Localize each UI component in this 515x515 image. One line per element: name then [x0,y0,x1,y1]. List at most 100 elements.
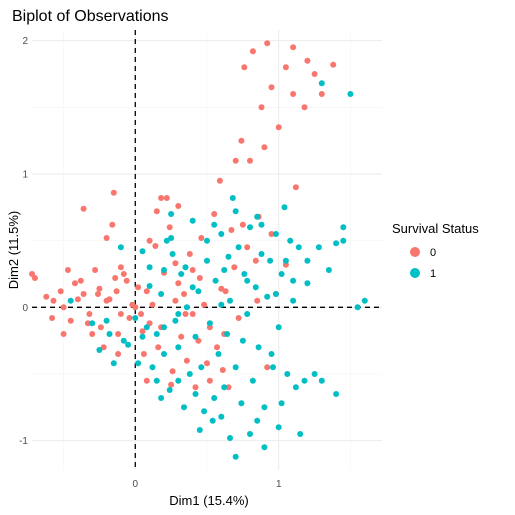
data-point [214,344,220,351]
legend: Survival Status 0 1 [392,221,479,280]
data-point [117,264,124,271]
data-point [231,264,238,271]
data-point [318,80,325,87]
y-tick-label: 2 [22,36,28,47]
data-point [218,231,225,237]
data-point [204,237,210,244]
data-point [96,347,103,353]
data-point [49,315,56,321]
data-point [258,104,265,111]
data-point [175,311,182,317]
data-point [146,283,153,289]
data-point [138,311,144,317]
data-point [175,280,182,287]
data-point [97,324,104,331]
data-point [64,267,71,273]
data-point [139,333,146,340]
data-point [50,297,57,304]
y-tick-label: 0 [22,303,28,314]
data-point [103,317,110,324]
data-point [221,384,228,391]
data-point [227,435,233,441]
data-point [117,311,124,317]
data-point [225,384,232,391]
legend-label-0: 0 [430,247,436,259]
data-point [132,304,139,311]
data-point [290,91,297,97]
data-point [57,288,64,295]
data-point [189,217,196,224]
data-point [198,235,205,241]
data-point [247,431,253,437]
data-point [241,64,248,71]
data-point [189,267,196,273]
data-point [175,344,182,351]
data-point [135,284,142,291]
data-point [125,341,132,348]
data-point [333,240,340,247]
data-point [206,320,213,327]
data-point [268,231,275,237]
data-point [172,297,179,304]
data-point [196,427,203,433]
data-point [182,311,189,317]
data-point [290,277,297,284]
data-point [244,311,251,317]
data-point [292,184,299,191]
data-point [77,277,84,284]
data-point [290,297,297,304]
data-point [110,360,117,367]
data-point [132,315,139,321]
data-point [140,351,147,357]
data-point [361,297,368,304]
data-point [258,221,265,228]
data-point [143,377,150,384]
data-point [304,257,311,264]
data-point [218,301,225,308]
data-point [67,297,74,304]
data-point [249,48,256,55]
data-point [267,257,274,264]
data-point [330,61,337,68]
data-point [96,285,103,292]
data-point [172,260,179,267]
data-point [106,296,113,303]
data-point [275,424,282,431]
data-point [168,211,175,217]
data-point [169,368,176,375]
data-point [311,71,318,77]
data-point [304,280,311,287]
data-point [60,304,67,311]
data-point [247,157,253,164]
data-point [60,331,67,337]
data-point [178,271,185,277]
data-point [278,400,285,407]
data-point [166,224,173,231]
data-point [195,288,202,295]
data-point [301,377,308,384]
data-point [254,417,261,424]
data-point [153,377,160,384]
data-point [120,337,127,344]
data-point [244,244,251,251]
y-tick-label: -1 [19,436,28,447]
data-point [120,271,127,277]
data-point [172,317,179,324]
data-point [270,364,276,371]
data-point [201,408,208,415]
data-point [252,284,259,291]
data-point [143,324,150,331]
data-point [211,221,218,228]
data-point [275,324,282,331]
x-tick-label: 0 [132,479,138,490]
data-point [189,284,196,291]
data-point [264,40,271,47]
data-point [264,364,271,371]
data-point [311,371,318,377]
y-tick-label: 1 [22,170,28,181]
data-point [135,360,142,367]
data-point [163,195,170,201]
data-point [254,213,261,220]
data-point [264,293,271,300]
